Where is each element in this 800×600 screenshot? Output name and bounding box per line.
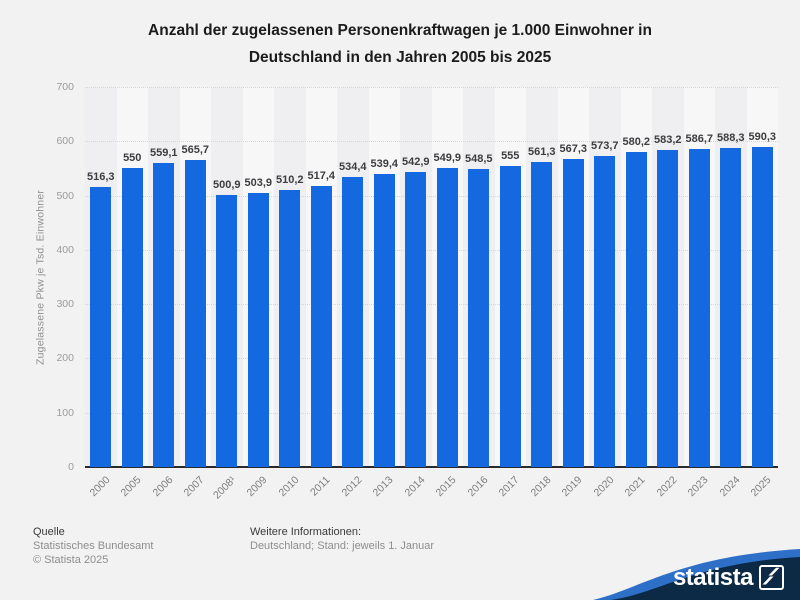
info-block: Weitere Informationen: Deutschland; Stan… <box>250 525 434 553</box>
bar <box>594 155 616 467</box>
bar-value-label: 500,9 <box>212 179 241 192</box>
source-heading: Quelle <box>33 526 65 538</box>
bar <box>657 150 679 467</box>
bar-value-label: 534,4 <box>338 160 367 173</box>
y-tick-label: 300 <box>56 298 74 311</box>
info-text: Deutschland; Stand: jeweils 1. Januar <box>250 540 435 552</box>
bar <box>184 159 206 467</box>
logo-navy-shape <box>611 557 800 600</box>
bar <box>720 147 742 467</box>
bar-value-label: 588,3 <box>716 131 745 144</box>
bar <box>90 186 112 467</box>
bar-value-label: 590,3 <box>748 130 777 143</box>
y-tick-label: 700 <box>56 81 74 93</box>
gridline <box>85 195 778 197</box>
bar <box>499 165 521 467</box>
plot-area: 0 100 200 300 400 500 600 700 516,3 2000 550 2005 55… <box>56 81 778 501</box>
bar-value-label: 559,1 <box>149 147 178 160</box>
bar-value-label: 503,9 <box>244 177 273 190</box>
bar <box>751 146 773 467</box>
y-tick-label: 0 <box>68 461 74 473</box>
bar-value-label: 561,3 <box>527 146 556 159</box>
bar <box>531 162 553 467</box>
info-heading: Weitere Informationen: <box>250 526 362 538</box>
bar-value-label: 580,2 <box>622 136 651 149</box>
y-tick-label: 200 <box>56 352 74 365</box>
y-tick-label: 600 <box>56 135 74 148</box>
bar-value-label: 573,7 <box>590 139 619 152</box>
source-name: Statistisches Bundesamt <box>33 540 154 552</box>
gridline <box>85 358 778 360</box>
x-axis-line <box>85 466 778 468</box>
bar-value-label: 510,2 <box>275 174 304 187</box>
bar <box>153 163 175 467</box>
bar-value-label: 567,3 <box>559 143 588 156</box>
bar-value-label: 586,7 <box>685 132 714 145</box>
bar <box>342 176 364 467</box>
bar-value-label: 549,9 <box>433 152 462 165</box>
statista-square-icon <box>759 565 784 590</box>
bar <box>562 159 584 467</box>
bar <box>373 174 395 467</box>
chart-title-line1: Anzahl der zugelassenen Personenkraftwag… <box>148 22 652 39</box>
gridline <box>85 249 778 251</box>
bar-value-label: 550 <box>123 152 142 165</box>
bar-value-label: 516,3 <box>86 170 115 183</box>
statista-logo-badge: statista <box>593 549 800 600</box>
gridline <box>85 304 778 306</box>
y-tick-label: 100 <box>56 406 74 419</box>
chart-title-line2: Deutschland in den Jahren 2005 bis 2025 <box>248 49 552 66</box>
bar-value-label: 542,9 <box>401 156 430 169</box>
bar <box>468 169 490 467</box>
statista-wordmark: statista <box>673 564 754 591</box>
bar-value-label: 583,2 <box>653 134 682 147</box>
y-tick-label: 400 <box>56 243 74 256</box>
bar-value-label: 565,7 <box>181 143 210 156</box>
bar <box>310 186 332 467</box>
bar <box>688 148 710 467</box>
bar <box>625 152 647 467</box>
bar <box>279 190 301 467</box>
gridline <box>85 141 778 143</box>
bar-value-label: 517,4 <box>307 170 336 183</box>
gridline <box>85 87 778 88</box>
chart-title: Anzahl der zugelassenen Personenkraftwag… <box>0 17 800 71</box>
y-tick-label: 500 <box>56 189 74 202</box>
gridline <box>85 412 778 414</box>
bar-value-label: 555 <box>501 149 520 162</box>
bar <box>436 168 458 467</box>
source-block: Quelle Statistisches Bundesamt © Statist… <box>33 525 153 567</box>
bar <box>216 195 238 467</box>
bar <box>247 193 269 467</box>
bar <box>405 172 427 467</box>
bar-value-label: 539,4 <box>370 158 399 171</box>
bar <box>121 168 143 467</box>
copyright-text: © Statista 2025 <box>33 554 109 566</box>
bar-value-label: 548,5 <box>464 153 493 166</box>
